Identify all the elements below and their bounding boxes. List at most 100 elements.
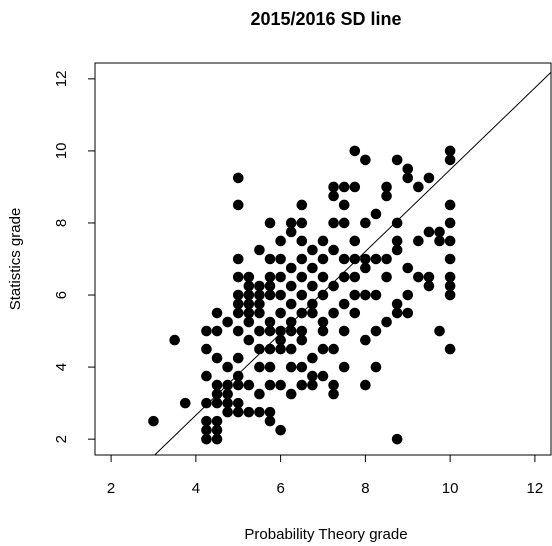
point <box>222 388 233 400</box>
point <box>413 235 424 247</box>
point <box>264 406 276 418</box>
point <box>338 181 350 193</box>
point <box>317 235 329 247</box>
point <box>232 298 244 310</box>
point <box>338 253 350 265</box>
point <box>243 307 255 319</box>
y-axis-label: Statistics grade <box>7 208 24 311</box>
point <box>391 298 403 310</box>
point <box>211 352 223 364</box>
point <box>296 235 308 247</box>
point <box>370 289 382 301</box>
point <box>148 415 159 427</box>
point <box>444 235 456 247</box>
point <box>381 271 392 283</box>
point <box>370 208 382 220</box>
point <box>264 343 276 355</box>
point <box>444 217 456 229</box>
point <box>222 316 233 328</box>
point <box>444 289 456 301</box>
point <box>296 199 308 211</box>
y-tick-label: 2 <box>53 435 70 443</box>
point <box>296 325 308 337</box>
point <box>391 235 403 247</box>
point <box>296 217 308 229</box>
point <box>243 316 255 328</box>
point <box>243 289 255 301</box>
point <box>254 280 265 292</box>
point <box>254 343 265 355</box>
x-tick-label: 8 <box>361 480 369 497</box>
point <box>317 289 329 301</box>
point <box>402 289 414 301</box>
point <box>423 226 435 238</box>
point <box>211 325 223 337</box>
point <box>349 181 361 193</box>
point <box>275 289 286 301</box>
point <box>444 253 456 265</box>
point <box>275 379 286 391</box>
point <box>402 307 414 319</box>
point <box>254 289 265 301</box>
point <box>423 271 435 283</box>
chart-title: 2015/2016 SD line <box>250 9 401 29</box>
point <box>296 379 308 391</box>
point <box>232 271 244 283</box>
point <box>307 352 318 364</box>
point <box>444 199 456 211</box>
point <box>307 280 318 292</box>
point <box>264 217 276 229</box>
point <box>307 307 318 319</box>
point <box>349 271 361 283</box>
point <box>349 307 361 319</box>
point <box>296 361 308 373</box>
point <box>285 388 297 400</box>
point <box>328 244 339 256</box>
point <box>243 334 255 346</box>
point <box>201 370 212 382</box>
point <box>285 325 297 337</box>
point <box>360 334 371 346</box>
point <box>264 253 276 265</box>
point <box>232 199 244 211</box>
point <box>444 145 456 157</box>
point <box>444 280 456 292</box>
point <box>201 397 212 409</box>
point <box>338 199 350 211</box>
point <box>360 253 371 265</box>
point <box>211 379 223 391</box>
point <box>328 388 339 400</box>
point <box>370 361 382 373</box>
point <box>264 361 276 373</box>
point <box>381 253 392 265</box>
point <box>254 406 265 418</box>
point <box>391 217 403 229</box>
point <box>222 361 233 373</box>
point <box>222 406 233 418</box>
point <box>264 379 276 391</box>
x-tick-label: 6 <box>276 480 284 497</box>
point <box>211 397 223 409</box>
point <box>444 271 456 283</box>
point <box>413 181 424 193</box>
point <box>201 325 212 337</box>
point <box>201 415 212 427</box>
point <box>317 370 329 382</box>
point <box>232 352 244 364</box>
point <box>264 271 276 283</box>
point <box>391 244 403 256</box>
point <box>328 280 339 292</box>
point <box>275 253 286 265</box>
point <box>413 271 424 283</box>
point <box>370 325 382 337</box>
point <box>285 217 297 229</box>
point <box>243 271 255 283</box>
point <box>317 253 329 265</box>
point <box>254 307 265 319</box>
point <box>349 235 361 247</box>
point <box>211 433 223 445</box>
point <box>391 433 403 445</box>
point <box>307 298 318 310</box>
point <box>360 217 371 229</box>
